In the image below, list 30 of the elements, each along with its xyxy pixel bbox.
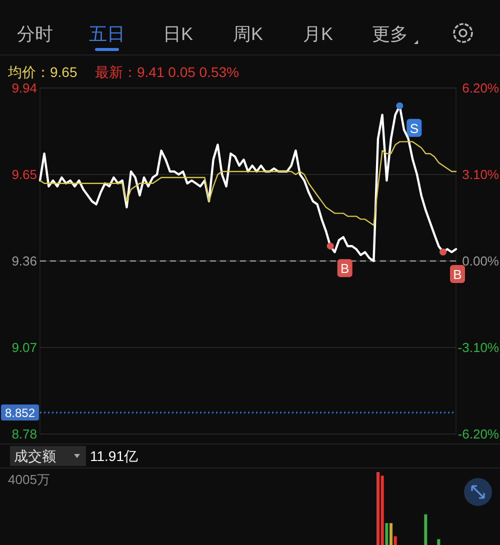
bar <box>380 476 384 545</box>
ref-line-label: 8.852 <box>4 406 36 420</box>
bar <box>385 523 388 545</box>
text: 最新：9.41 0.05 0.53% <box>95 64 239 80</box>
data-label: B <box>340 261 350 276</box>
y2-tick-label: -6.20% <box>458 426 500 442</box>
y2-tick-label: 6.20% <box>462 80 500 96</box>
y2-tick-label: -3.10% <box>458 340 500 355</box>
y-tick-label: 9.94 <box>12 80 37 96</box>
y-tick-label: 8.78 <box>12 426 37 442</box>
point <box>440 248 446 256</box>
bar <box>394 536 397 545</box>
annotation: 4005万 <box>8 472 50 487</box>
text: 成交额 <box>14 448 56 464</box>
point <box>396 102 404 110</box>
point <box>326 242 334 250</box>
line-series <box>39 141 457 226</box>
y-tick-label: 9.65 <box>12 167 37 182</box>
text: 均价：9.65 <box>7 64 78 80</box>
y-tick-label: 9.36 <box>12 254 37 268</box>
data-label: S <box>410 120 419 136</box>
data-label: B <box>453 267 462 282</box>
y2-tick-label: 0.00% <box>462 254 500 268</box>
tabs: 分时 五日 日K 周K 月K 更多 <box>17 24 418 51</box>
bar <box>424 514 428 545</box>
y2-tick-label: 3.10% <box>462 167 500 182</box>
y-tick-label: 9.07 <box>12 340 37 355</box>
bar <box>437 539 440 545</box>
text: 11.91亿 <box>90 448 138 464</box>
bar <box>390 523 392 545</box>
